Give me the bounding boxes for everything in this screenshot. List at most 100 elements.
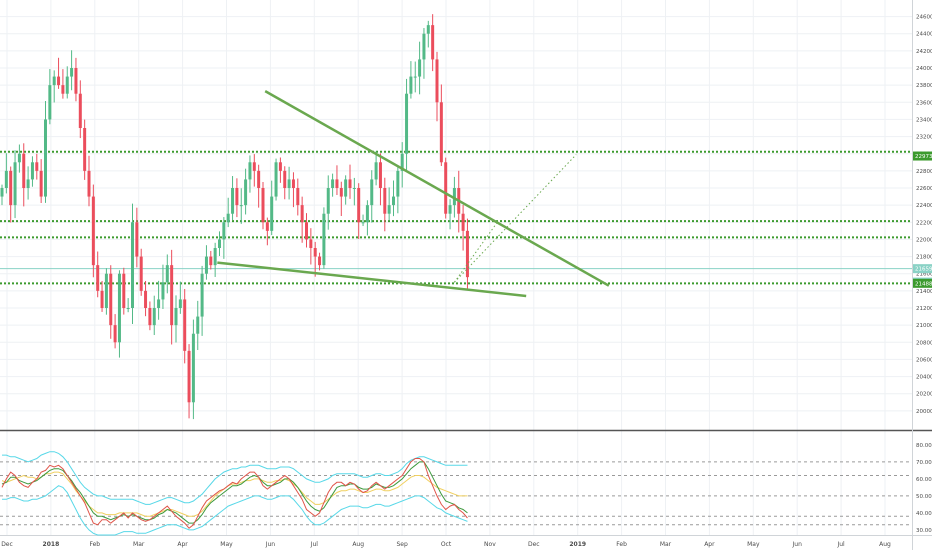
candle-up — [104, 273, 108, 308]
price-tick-label: 22600.0 — [916, 186, 932, 192]
candle-up — [204, 256, 208, 274]
candle-up — [178, 299, 182, 308]
candle-up — [426, 25, 430, 34]
price-tick-label: 21400.0 — [916, 289, 932, 295]
candle-down — [139, 256, 143, 291]
candle-down — [78, 93, 82, 128]
time-tick-label: Dec — [1, 541, 13, 548]
candle-down — [96, 265, 100, 291]
candle-down — [444, 162, 448, 214]
price-label-badge — [913, 151, 932, 161]
candle-up — [226, 213, 230, 223]
candle-down — [144, 290, 148, 308]
candle-up — [126, 308, 130, 309]
candle-up — [392, 196, 395, 206]
price-label-badge — [913, 264, 932, 274]
candle-down — [22, 153, 26, 188]
candle-up — [213, 248, 217, 266]
candle-up — [174, 308, 178, 326]
candle-up — [244, 179, 248, 206]
price-tick-label: 24600.0 — [916, 15, 932, 21]
price-tick-label: 22000.0 — [916, 237, 932, 243]
candle-up — [52, 76, 56, 86]
candle-up — [191, 333, 195, 403]
candle-down — [91, 196, 95, 266]
candle-down — [309, 239, 313, 248]
rsi-tick-label: 60.0000 — [916, 477, 932, 483]
price-tick-label: 20600.0 — [916, 357, 932, 363]
candle-up — [131, 222, 134, 308]
candle-up — [326, 188, 330, 214]
candle-down — [465, 230, 469, 278]
candle-up — [26, 179, 30, 188]
time-tick-label: Dec — [528, 541, 540, 548]
price-tick-label: 23800.0 — [916, 83, 932, 89]
candle-up — [418, 59, 422, 77]
candle-up — [0, 188, 4, 197]
candle-down — [74, 68, 78, 94]
candle-down — [378, 162, 382, 188]
candle-up — [400, 153, 404, 171]
time-tick-label: 2018 — [43, 541, 60, 548]
candle-down — [461, 213, 465, 231]
trendline — [264, 90, 610, 287]
time-tick-label: May — [747, 541, 760, 548]
time-tick-label: Jul — [310, 541, 319, 548]
price-label-text: 21659.0 — [915, 267, 932, 273]
rsi-tick-label: 50.0000 — [916, 494, 932, 500]
price-tick-label: 20200.0 — [916, 392, 932, 398]
price-tick-label: 23400.0 — [916, 117, 932, 123]
candle-down — [265, 222, 269, 231]
time-tick-label: Aug — [352, 541, 364, 548]
candle-up — [365, 205, 369, 223]
time-tick-label: Feb — [616, 541, 627, 548]
candle-up — [44, 119, 47, 197]
candle-down — [87, 170, 91, 197]
candle-down — [235, 188, 239, 206]
price-label-text: 21488.0 — [915, 281, 932, 287]
candle-up — [413, 76, 417, 78]
projection-line — [454, 154, 577, 283]
candle-up — [409, 76, 413, 94]
candle-up — [196, 316, 200, 334]
candle-down — [109, 273, 113, 326]
candle-down — [83, 128, 87, 171]
candle-up — [396, 170, 400, 197]
candle-down — [100, 290, 104, 308]
candle-down — [357, 188, 361, 223]
candle-up — [370, 179, 374, 206]
candle-down — [135, 222, 139, 257]
candle-up — [274, 162, 278, 197]
rsi-slow-line — [1, 461, 468, 524]
candle-up — [422, 33, 426, 60]
price-label-badge — [913, 278, 932, 288]
candle-up — [361, 222, 365, 224]
time-tick-label: Jul — [836, 541, 845, 548]
candle-down — [313, 248, 317, 257]
candle-down — [296, 188, 300, 206]
candle-down — [122, 273, 126, 308]
time-tick-label: Mar — [133, 541, 145, 548]
candle-down — [209, 256, 213, 266]
candle-up — [48, 85, 52, 120]
candle-up — [218, 239, 221, 248]
time-tick-label: 2019 — [569, 541, 586, 548]
time-tick-label: Feb — [89, 541, 100, 548]
candle-up — [165, 265, 169, 283]
candle-up — [452, 188, 456, 206]
candle-up — [287, 179, 291, 188]
time-tick-label: Jun — [792, 541, 803, 548]
candle-up — [200, 273, 204, 317]
candle-down — [252, 162, 256, 171]
rsi-tick-label: 40.0000 — [916, 511, 932, 517]
price-tick-label: 20000.0 — [916, 409, 932, 415]
candle-down — [187, 350, 191, 403]
price-tick-label: 22400.0 — [916, 203, 932, 209]
candle-down — [261, 188, 265, 223]
candle-down — [113, 325, 117, 343]
candle-down — [170, 265, 174, 326]
price-tick-label: 24400.0 — [916, 32, 932, 38]
time-tick-label: Aug — [879, 541, 891, 548]
price-tick-label: 21000.0 — [916, 323, 932, 329]
